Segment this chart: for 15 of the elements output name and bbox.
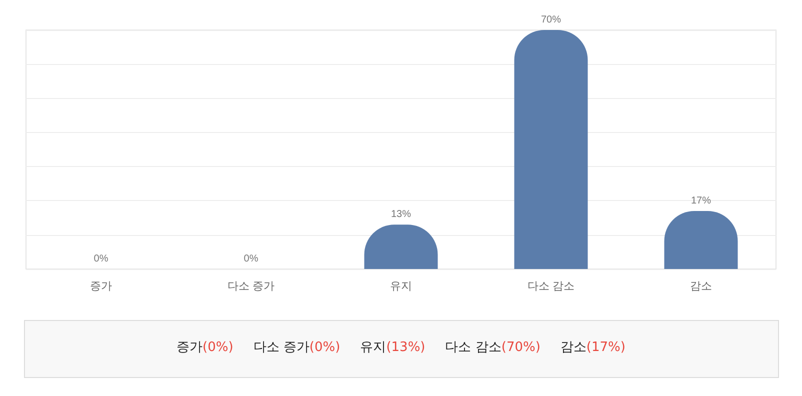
text: 증가(0%) bbox=[176, 340, 234, 355]
data-label: 0% bbox=[94, 254, 108, 264]
data-label: 0% bbox=[244, 254, 258, 264]
text: 다소 증가(0%) bbox=[253, 340, 340, 355]
text: 감소(17%) bbox=[560, 340, 626, 355]
x-tick-label: 다소 증가 bbox=[227, 280, 275, 292]
x-tick-label: 감소 bbox=[690, 280, 712, 292]
x-tick-label: 다소 감소 bbox=[527, 280, 575, 292]
text: 유지(13%) bbox=[360, 340, 426, 355]
x-tick-label: 유지 bbox=[390, 280, 412, 292]
data-label: 70% bbox=[540, 14, 562, 26]
data-label: 13% bbox=[390, 209, 412, 220]
data-label: 17% bbox=[690, 195, 712, 206]
text: 다소 감소(70%) bbox=[445, 340, 540, 355]
x-tick-label: 증가 bbox=[90, 280, 112, 292]
